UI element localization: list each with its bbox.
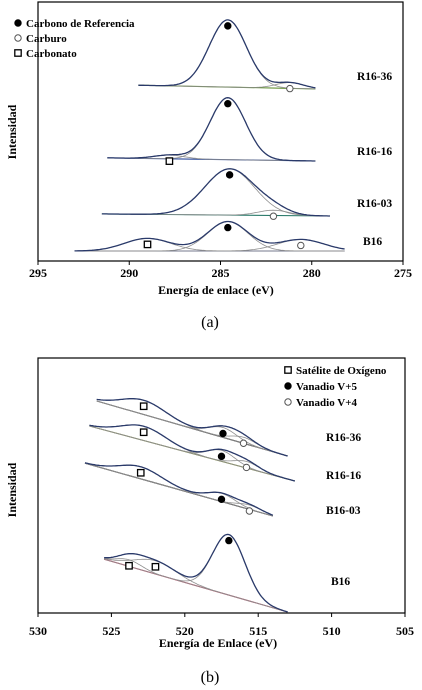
panel-b-sample-labels: R16-36 R16-16 B16-03 B16 <box>326 432 361 588</box>
peak-component-b16-03-2 <box>84 462 274 516</box>
sample-label-r16-16: R16-16 <box>357 146 392 158</box>
peak-marker-vanadio-v-5 <box>219 429 227 438</box>
legend-marker-carbono-de-referencia <box>14 19 22 27</box>
panel-b-y-axis-title: Intensidad <box>5 462 19 517</box>
legend-label-carbono-de-referencia: Carbono de Referencia <box>26 18 135 30</box>
peak-marker-carbono-de-referencia <box>224 22 232 30</box>
panel-a-legend: Carbono de Referencia Carburo Carbonato <box>14 18 135 60</box>
legend-label-carbonato: Carbonato <box>26 48 77 60</box>
peak-marker-carbono-de-referencia <box>225 171 234 179</box>
peak-marker-carbonato <box>143 240 152 249</box>
peak-marker-vanadio-v-4 <box>239 439 248 447</box>
envelope-r16-16 <box>107 97 316 162</box>
panel-b-curves <box>84 398 296 613</box>
envelope-b16 <box>74 220 345 252</box>
sample-label-r16-36: R16-36 <box>357 71 392 83</box>
peak-marker-vanadio-v-4 <box>245 507 254 515</box>
legend-marker-satelite-de-oxigeno <box>284 366 292 374</box>
legend-marker-vanadio-v-4 <box>284 398 292 406</box>
x-tick-label: 285 <box>212 266 230 280</box>
x-tick-label: 280 <box>303 266 321 280</box>
panel-b-markers <box>125 402 254 571</box>
sample-label-r16-03: R16-03 <box>357 198 392 210</box>
peak-marker-vanadio-v-5 <box>217 495 226 504</box>
peak-marker-vanadio-v-5 <box>217 452 226 461</box>
envelope-b16 <box>104 533 288 613</box>
peak-marker-satelite-de-oxigeno <box>136 468 145 477</box>
peak-marker-vanadio-v-4 <box>242 463 251 472</box>
peak-marker-carbono-de-referencia <box>224 223 232 232</box>
peak-marker-satelite-de-oxigeno <box>139 402 148 411</box>
legend-marker-carburo <box>14 34 22 42</box>
peak-component-r16-16-0 <box>107 97 316 162</box>
panel-a-y-axis-title: Intensidad <box>5 104 19 159</box>
legend-marker-carbonato <box>14 49 22 57</box>
x-tick-label: 520 <box>176 624 194 638</box>
panel-b-legend: Satélite de Oxígeno Vanadio V+5 Vanadio V+… <box>284 365 387 409</box>
panel-b-x-ticks: 530 525 520 515 510 505 <box>29 613 414 638</box>
sample-label-b16: B16 <box>363 236 382 248</box>
peak-marker-carburo <box>269 212 278 220</box>
envelope-r16-03 <box>101 168 330 217</box>
panel-b-caption: (b) <box>201 669 220 686</box>
x-tick-label: 530 <box>29 624 47 638</box>
peak-component-r16-36-0 <box>138 19 316 90</box>
envelope-b16-03 <box>84 462 274 516</box>
panel-a-curves <box>74 19 345 252</box>
peak-marker-carburo <box>297 241 305 250</box>
sample-label-r16-36: R16-36 <box>326 432 361 444</box>
peak-component-b16-0 <box>103 533 288 613</box>
panel-a-x-ticks: 295 290 285 280 275 <box>29 261 412 280</box>
peak-marker-satelite-de-oxigeno <box>151 562 160 571</box>
peak-marker-vanadio-v-5 <box>225 536 233 545</box>
panel-a-markers <box>143 22 305 250</box>
peak-marker-carbono-de-referencia <box>224 100 232 108</box>
envelope-r16-36 <box>96 398 288 457</box>
sample-label-b16: B16 <box>331 576 350 588</box>
panel-a-x-axis-title: Energía de enlace (eV) <box>158 283 274 297</box>
legend-label-satelite-de-oxigeno: Satélite de Oxígeno <box>296 365 387 377</box>
panel-a: 295 290 285 280 275 R16-36 R16-16 R16-03 B16 Ca… <box>5 1 412 331</box>
legend-label-vanadio-v-5: Vanadio V+5 <box>296 381 357 393</box>
envelope-r16-16 <box>89 424 296 482</box>
panel-b: 530 525 520 515 510 505 R16-36 R16-16 B16-03 B16… <box>5 357 414 686</box>
sample-label-r16-16: R16-16 <box>326 470 361 482</box>
envelope-r16-36 <box>138 19 316 89</box>
x-tick-label: 510 <box>323 624 341 638</box>
sample-label-b16-03: B16-03 <box>326 505 361 517</box>
peak-marker-satelite-de-oxigeno <box>125 561 133 570</box>
panel-a-plot-frame <box>37 1 404 262</box>
peak-marker-carburo <box>286 84 294 93</box>
peak-component-b16-2 <box>104 557 288 613</box>
x-tick-label: 525 <box>102 624 120 638</box>
legend-marker-vanadio-v-5 <box>284 382 292 390</box>
legend-label-carburo: Carburo <box>26 33 67 45</box>
x-tick-label: 290 <box>120 266 138 280</box>
legend-label-vanadio-v-4: Vanadio V+4 <box>296 397 357 409</box>
x-tick-label: 295 <box>29 266 47 280</box>
x-tick-label: 515 <box>249 624 267 638</box>
peak-marker-satelite-de-oxigeno <box>139 428 148 437</box>
panel-b-x-axis-title: Energía de Enlace (eV) <box>159 636 277 650</box>
x-tick-label: 275 <box>394 266 412 280</box>
panel-a-sample-labels: R16-36 R16-16 R16-03 B16 <box>357 71 392 248</box>
x-tick-label: 505 <box>396 624 414 638</box>
panel-a-caption: (a) <box>201 314 219 331</box>
panel-b-plot-frame <box>37 357 406 614</box>
peak-marker-carbonato <box>165 157 174 165</box>
